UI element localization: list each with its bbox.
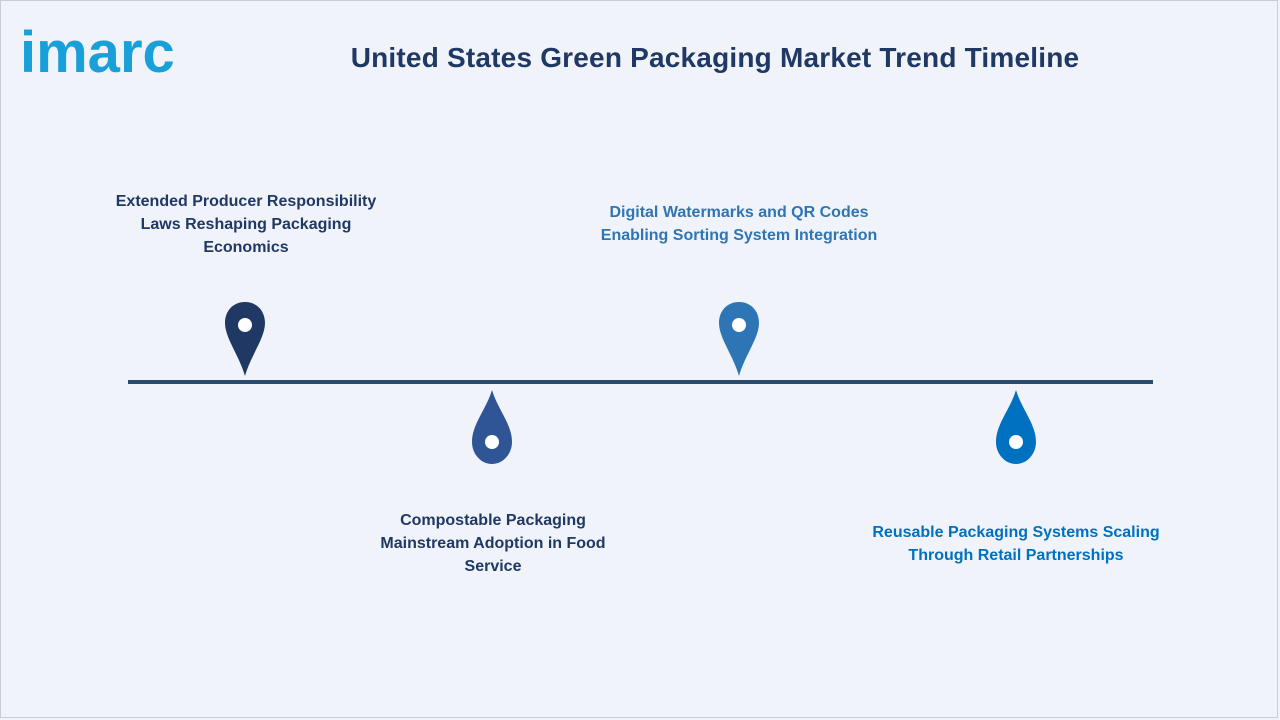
drop-icon xyxy=(994,388,1038,466)
timeline-item-label: Extended Producer Responsibility Laws Re… xyxy=(115,193,377,256)
map-pin-icon xyxy=(717,300,761,378)
imarc-logo: imarc xyxy=(20,14,210,84)
timeline-item-label: Reusable Packaging Systems Scaling Throu… xyxy=(872,524,1160,564)
timeline-axis xyxy=(128,380,1153,384)
timeline-item-label: Compostable Packaging Mainstream Adoptio… xyxy=(380,512,606,575)
map-pin-icon xyxy=(223,300,267,378)
page-title: United States Green Packaging Market Tre… xyxy=(350,42,1080,73)
logo-wordmark: imarc xyxy=(20,20,175,84)
timeline-item-label: Digital Watermarks and QR Codes Enabling… xyxy=(600,204,878,244)
drop-icon xyxy=(470,388,514,466)
